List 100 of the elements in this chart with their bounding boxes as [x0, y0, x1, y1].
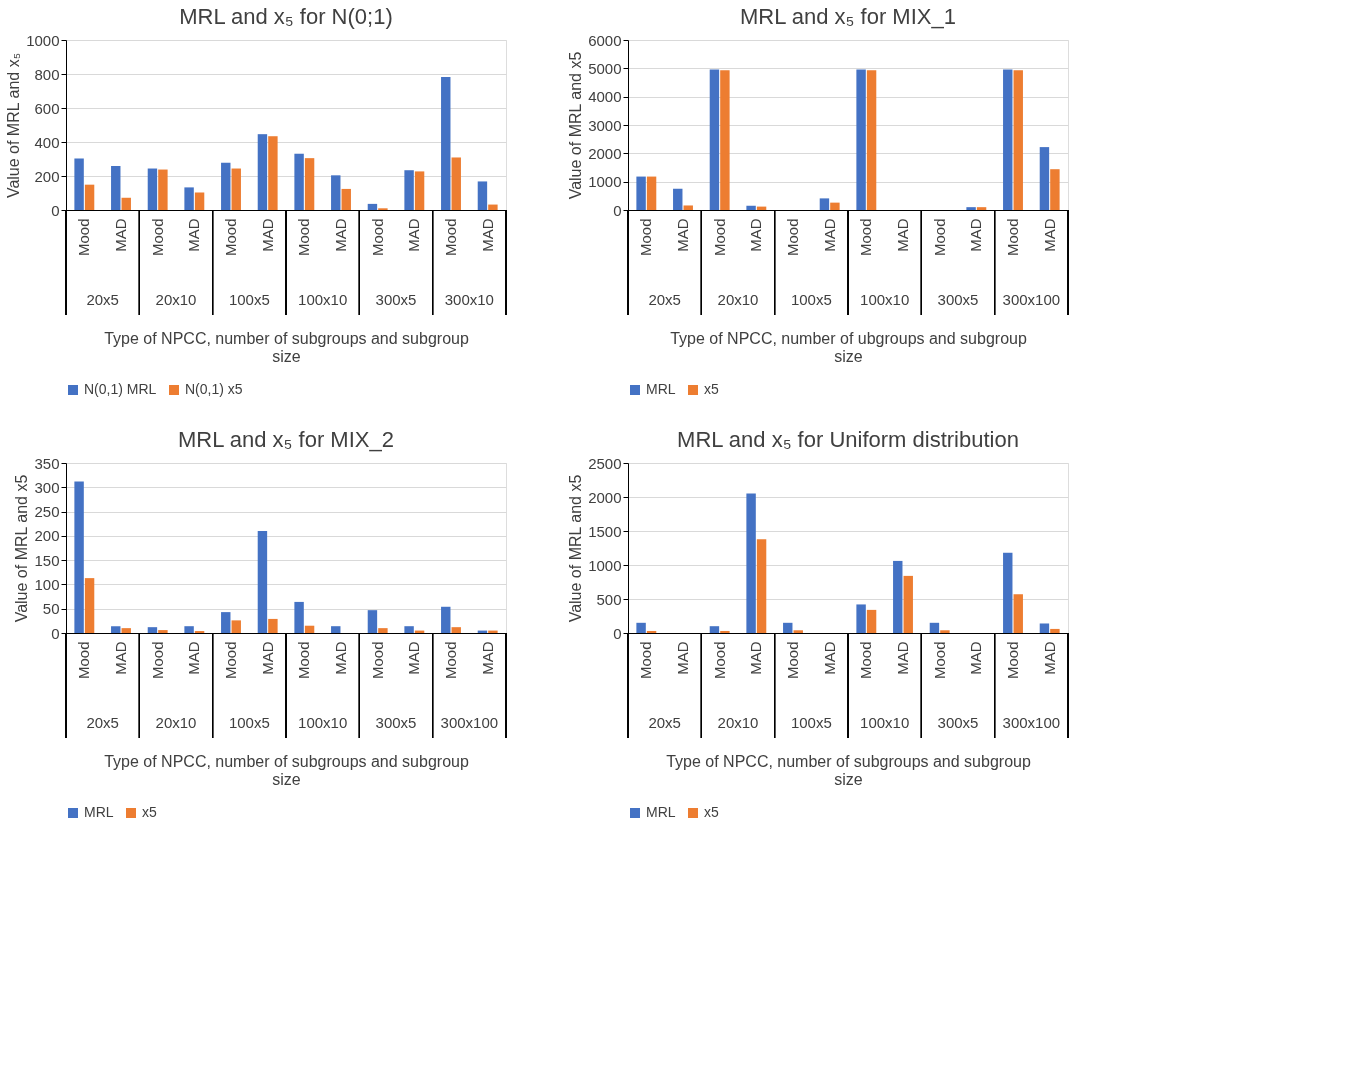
x-tick-label: MAD [820, 641, 838, 675]
bar [184, 626, 194, 633]
y-tick-label: 0 [51, 624, 60, 642]
bar [304, 625, 315, 633]
bar [231, 620, 241, 633]
bar [940, 630, 950, 633]
legend-label: N(0,1) x5 [185, 381, 243, 397]
y-axis-title: Value of MRL and x₅ [5, 52, 23, 199]
x-tick-label: Mood [857, 641, 875, 680]
x-tick-label: Mood [222, 218, 239, 257]
x-tick-label: MAD [894, 641, 911, 675]
text: 20x5 [648, 291, 681, 308]
x-tick-label: Mood [930, 218, 948, 257]
bar [636, 176, 646, 210]
text: 300x10 [444, 291, 494, 308]
x-tick-label: MAD [112, 641, 129, 675]
text: 100x10 [298, 714, 348, 731]
bar [294, 601, 304, 633]
bar [184, 187, 194, 210]
bar [819, 198, 830, 210]
bar [746, 205, 756, 210]
bar [793, 630, 803, 633]
bar [1013, 594, 1023, 633]
x-tick-label: Mood [710, 218, 728, 257]
y-tick-label: 1000 [26, 31, 60, 49]
bar [746, 493, 756, 633]
x-tick-label: MAD [258, 218, 276, 252]
y-tick-label: 50 [42, 600, 60, 618]
bar [783, 622, 793, 633]
y-tick-label: 400 [34, 133, 60, 151]
y-axis-title: Value of MRL and x5 [13, 474, 31, 623]
text: 20x5 [86, 291, 119, 308]
text: 20x10 [155, 291, 197, 308]
bar [720, 630, 730, 633]
y-tick-label: 0 [51, 201, 60, 219]
text: 300x100 [1002, 291, 1061, 308]
text: 300x5 [375, 714, 417, 731]
x-tick-label: Mood [368, 641, 386, 680]
bar [1003, 552, 1013, 633]
text: 100x5 [228, 714, 270, 731]
text: 300x5 [937, 291, 979, 308]
text: 100x10 [860, 291, 910, 308]
bar [451, 627, 461, 633]
bar [646, 176, 657, 210]
text: 20x10 [717, 291, 759, 308]
x-tick-label: MAD [674, 218, 691, 252]
bar [331, 175, 341, 210]
bar [1013, 70, 1023, 210]
text: 300x100 [440, 714, 499, 731]
y-tick-label: 2000 [588, 144, 622, 162]
bar [477, 181, 488, 210]
y-tick-label: 2500 [588, 454, 622, 472]
x-tick-label: Mood [1004, 641, 1021, 680]
bar [367, 203, 378, 210]
x-tick-label: Mood [442, 218, 459, 257]
bar [331, 626, 341, 633]
legend-label: MRL [646, 381, 676, 397]
x-tick-label: Mood [148, 218, 166, 257]
text: 100x5 [790, 714, 832, 731]
x-tick-label: MAD [1040, 641, 1058, 675]
y-tick-label: 100 [34, 575, 60, 593]
legend-label: MRL [84, 804, 114, 820]
x-tick-label: Mood [222, 641, 239, 680]
y-tick-label: 0 [613, 201, 622, 219]
legend-label: x5 [704, 804, 719, 820]
y-tick-label: 0 [613, 624, 622, 642]
x-axis-title: Type of NPCC, number of subgroups and subgroup size [104, 753, 469, 789]
x-tick-label: Mood [857, 218, 875, 257]
legend-label: x5 [142, 804, 157, 820]
bar [111, 165, 121, 210]
bar [720, 70, 730, 210]
bar [893, 560, 903, 633]
y-tick-label: 4000 [588, 88, 622, 106]
y-tick-label: 3000 [588, 116, 622, 134]
x-tick-label: MAD [405, 641, 423, 675]
x-tick-label: MAD [967, 218, 985, 252]
bar [121, 628, 131, 633]
bar [1003, 69, 1013, 210]
bar [294, 153, 304, 210]
y-tick-label: 2000 [588, 488, 622, 506]
x-tick-label: MAD [747, 641, 765, 675]
bar [866, 609, 877, 633]
y-tick-label: 300 [34, 478, 60, 496]
bar [646, 630, 657, 633]
x-tick-label: MAD [258, 641, 276, 675]
bar [830, 202, 840, 210]
bar [709, 69, 720, 210]
y-tick-label: 1000 [588, 173, 622, 191]
bar [441, 606, 451, 633]
x-tick-label: Mood [75, 218, 93, 257]
x-tick-label: Mood [784, 218, 801, 257]
bar [683, 205, 693, 210]
bar [856, 604, 866, 633]
bar [74, 158, 84, 210]
x-tick-label: MAD [894, 218, 911, 252]
bar [84, 578, 95, 633]
x-axis-title: Type of NPCC, number of subgroups and subgroup size [666, 753, 1031, 789]
y-tick-label: 500 [596, 590, 622, 608]
bar [257, 531, 268, 633]
x-tick-label: Mood [1004, 218, 1021, 257]
